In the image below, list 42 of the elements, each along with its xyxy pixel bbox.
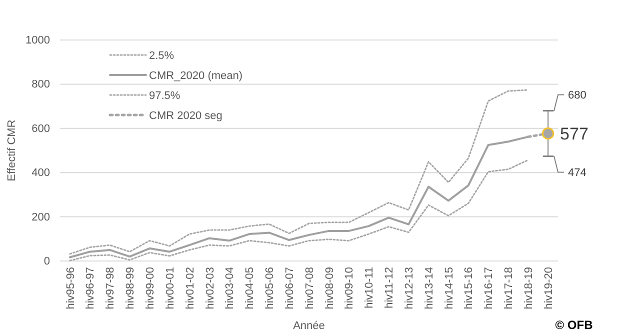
text: 680 [568, 90, 586, 102]
x-tick-label: hiv14-15 [443, 267, 456, 310]
x-tick-label: hiv19-20 [542, 267, 555, 310]
x-tick-label: hiv07-08 [304, 267, 316, 310]
x-tick-label: hiv96-97 [84, 267, 97, 310]
x-tick-label: hiv09-10 [344, 267, 356, 310]
x-tick-label: hiv10-11 [364, 267, 376, 308]
y-axis-title: Effectif CMR [6, 120, 18, 182]
y-tick-label: 800 [32, 78, 50, 91]
x-tick-label: hiv99-00 [144, 267, 156, 310]
x-tick-label: hiv05-06 [264, 267, 276, 310]
legend-label: 2.5% [149, 50, 174, 62]
y-tick-label: 200 [32, 211, 50, 224]
x-tick-label: hiv13-14 [423, 267, 436, 310]
text: 474 [568, 167, 586, 180]
x-tick-label: hiv11-12 [384, 267, 396, 308]
line-series [69, 89, 529, 255]
x-tick-label: hiv16-17 [483, 267, 496, 310]
x-tick-label: hiv17-18 [503, 267, 516, 310]
x-tick-label: hiv97-98 [104, 267, 117, 310]
data-label: 577 [560, 124, 588, 144]
x-tick-label: hiv08-09 [324, 267, 336, 310]
y-tick-label: 1000 [26, 34, 50, 47]
x-tick-label: hiv06-07 [284, 267, 296, 310]
legend-label: 97.5% [149, 90, 180, 102]
x-tick-label: hiv18-19 [522, 267, 535, 310]
text: © OFB [555, 318, 594, 332]
y-tick-label: 0 [44, 256, 50, 268]
x-tick-label: hiv15-16 [463, 267, 476, 310]
legend-label: CMR 2020 seg [149, 110, 222, 122]
x-tick-label: hiv04-05 [244, 267, 256, 310]
legend-label: CMR_2020 (mean) [149, 70, 243, 82]
x-axis-title: Année [293, 320, 325, 332]
x-tick-label: hiv12-13 [403, 267, 416, 310]
x-tick-label: hiv95-96 [64, 267, 77, 310]
x-tick-label: hiv03-04 [224, 267, 236, 310]
x-tick-label: hiv01-02 [184, 267, 196, 310]
x-tick-label: hiv02-03 [204, 267, 216, 310]
y-tick-label: 600 [32, 122, 50, 135]
y-tick-label: 400 [32, 167, 50, 180]
x-tick-label: hiv00-01 [164, 267, 176, 310]
x-tick-label: hiv98-99 [124, 267, 137, 310]
